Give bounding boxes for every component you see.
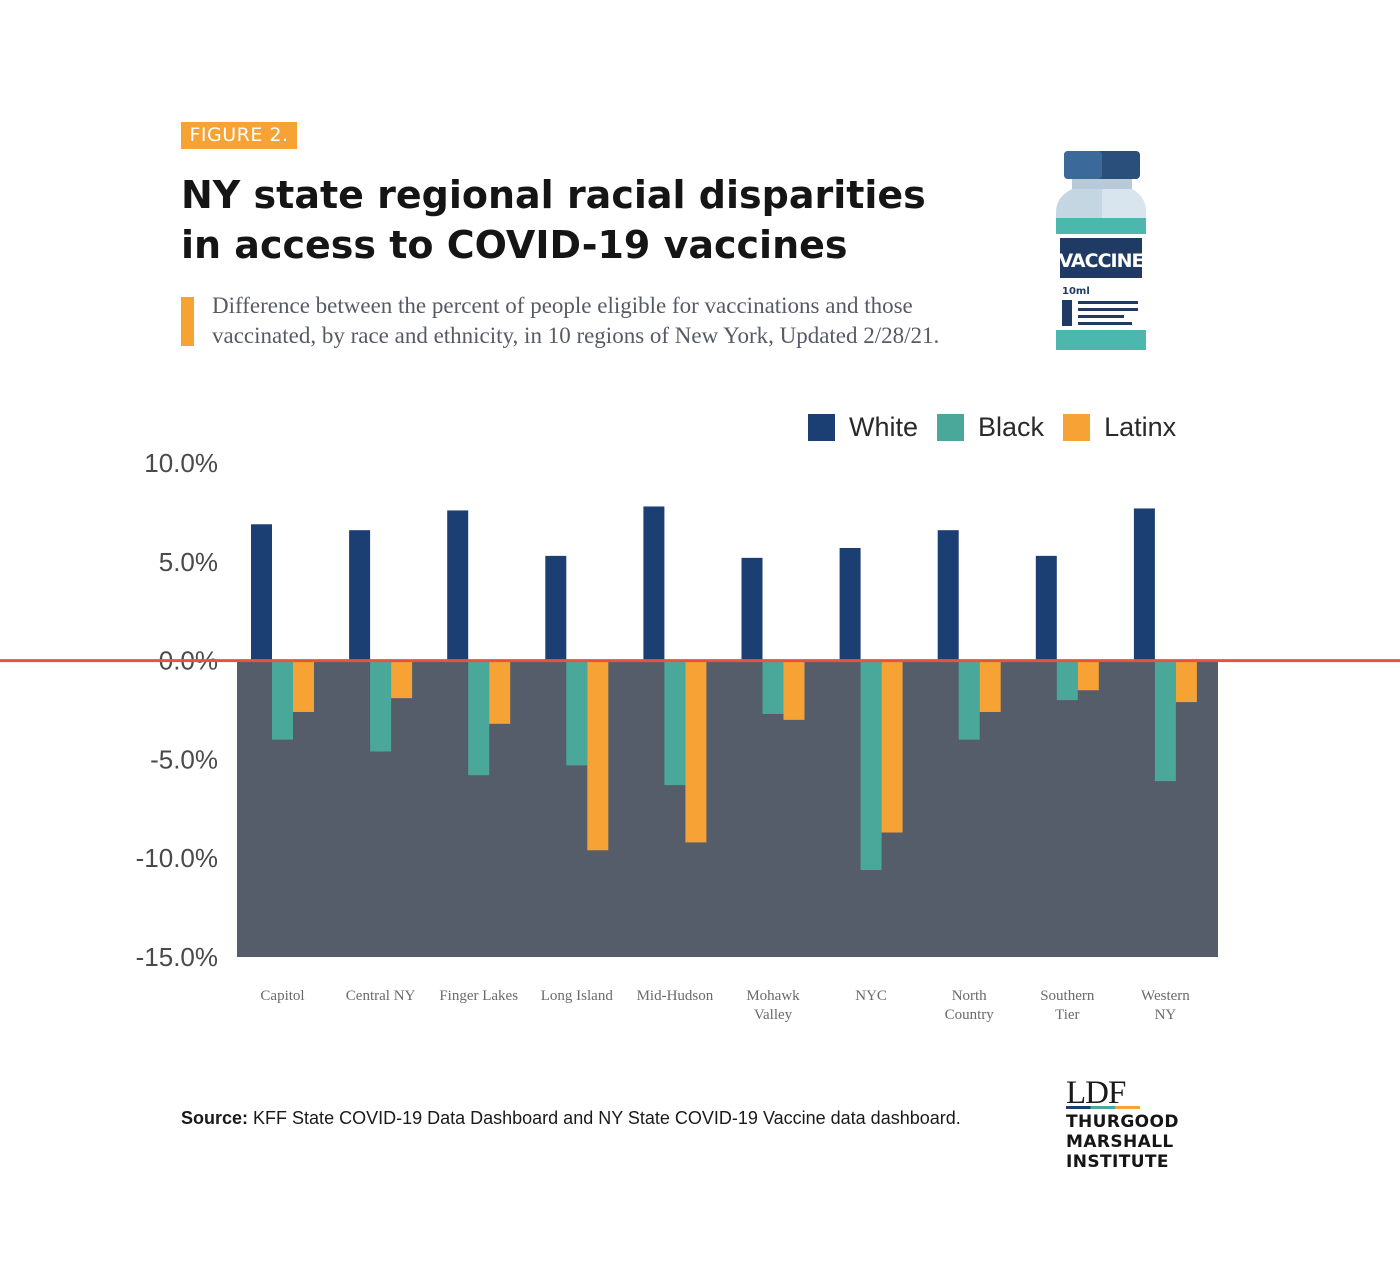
logo-line-3: INSTITUTE xyxy=(1066,1152,1169,1172)
bar-white xyxy=(741,557,763,661)
bar-white xyxy=(447,510,469,661)
source-text: KFF State COVID-19 Data Dashboard and NY… xyxy=(253,1108,961,1128)
logo-color-rule xyxy=(1066,1106,1140,1109)
bar-latinx xyxy=(979,660,1001,712)
bar-latinx xyxy=(1077,660,1099,691)
x-tick-label: Southern Tier xyxy=(1040,988,1095,1023)
logo-mark: LDF xyxy=(1066,1075,1196,1111)
x-tick-label-line: Western xyxy=(1141,988,1190,1004)
source-label: Source: xyxy=(181,1108,249,1128)
legend-label-black: Black xyxy=(978,411,1045,442)
chart-title-line-1: NY state regional racial disparities xyxy=(181,173,926,217)
y-tick-label: -10.0% xyxy=(136,843,218,873)
vial-volume: 10ml xyxy=(1062,286,1090,297)
x-tick-label-line: Tier xyxy=(1055,1007,1079,1023)
x-tick-label-line: Mohawk xyxy=(746,988,800,1004)
bar-latinx xyxy=(881,660,903,833)
legend-item-latinx: Latinx xyxy=(1063,412,1176,443)
x-tick-label: North Country xyxy=(945,988,995,1023)
x-tick-label-line: Mid-Hudson xyxy=(637,988,714,1004)
subtitle-accent-bar xyxy=(181,297,194,346)
bar-white xyxy=(251,524,272,661)
vaccine-vial-icon: VACCINE 10ml xyxy=(1056,151,1146,350)
y-tick-label: -15.0% xyxy=(136,942,218,972)
bar-latinx xyxy=(587,660,609,851)
x-tick-label: Finger Lakes xyxy=(439,988,518,1004)
x-tick-label: Capitol xyxy=(260,988,304,1004)
bar-latinx xyxy=(685,660,707,843)
x-tick-label-line: NY xyxy=(1155,1007,1177,1023)
negative-region-background xyxy=(237,660,1218,957)
x-tick-label: Mid-Hudson xyxy=(637,988,714,1004)
logo-line-2: MARSHALL xyxy=(1066,1132,1174,1152)
y-tick-label: 10.0% xyxy=(144,448,218,478)
bar-black xyxy=(958,660,980,740)
chart-subtitle-line-1: Difference between the percent of people… xyxy=(212,293,913,318)
x-tick-label-line: Valley xyxy=(754,1007,793,1023)
bar-white xyxy=(643,506,665,661)
x-tick-label-line: Finger Lakes xyxy=(439,988,518,1004)
bar-black xyxy=(566,660,588,766)
x-tick-label: Long Island xyxy=(541,988,614,1004)
chart-subtitle-line-2: vaccinated, by race and ethnicity, in 10… xyxy=(212,323,940,348)
x-tick-label: NYC xyxy=(855,988,887,1004)
x-tick-label: Central NY xyxy=(346,988,416,1004)
legend-item-black: Black xyxy=(937,412,1044,443)
x-tick-label: Western NY xyxy=(1141,988,1190,1023)
chart-title: NY state regional racial disparities in … xyxy=(181,170,1001,270)
logo-mark-text: LDF xyxy=(1066,1075,1126,1111)
vial-label: VACCINE xyxy=(1059,250,1144,272)
bar-white xyxy=(349,530,371,661)
bar-latinx xyxy=(783,660,805,720)
x-tick-label: Mohawk Valley xyxy=(746,988,800,1023)
bar-latinx xyxy=(489,660,511,724)
legend-item-white: White xyxy=(808,412,918,443)
bar-white xyxy=(1133,508,1155,661)
x-tick-label-line: North xyxy=(952,988,987,1004)
bar-black xyxy=(1056,660,1078,701)
chart-subtitle: Difference between the percent of people… xyxy=(212,291,1032,351)
x-tick-label-line: Capitol xyxy=(260,988,304,1004)
legend-swatch-black xyxy=(937,413,965,441)
bar-black xyxy=(468,660,490,776)
legend-label-latinx: Latinx xyxy=(1104,411,1177,442)
source-note: Source: KFF State COVID-19 Data Dashboar… xyxy=(181,1108,961,1129)
bar-white xyxy=(937,530,959,661)
bar-black xyxy=(860,660,882,871)
ldf-logo: LDF THURGOOD MARSHALL INSTITUTE xyxy=(1066,1075,1196,1172)
bar-white xyxy=(839,547,861,661)
bar-black xyxy=(664,660,686,786)
bar-latinx xyxy=(293,660,314,712)
y-tick-label: -5.0% xyxy=(150,744,218,774)
bar-black xyxy=(272,660,293,740)
x-tick-label-line: NYC xyxy=(855,988,887,1004)
bar-latinx xyxy=(1175,660,1197,703)
bar-white xyxy=(545,555,567,661)
figure-badge: FIGURE 2. xyxy=(181,122,297,149)
bar-black xyxy=(762,660,784,714)
bar-white xyxy=(1035,555,1057,661)
x-tick-label-line: Long Island xyxy=(541,988,614,1004)
logo-line-1: THURGOOD xyxy=(1066,1112,1179,1132)
bar-black xyxy=(370,660,392,752)
legend-label-white: White xyxy=(849,411,919,442)
legend-swatch-white xyxy=(808,413,835,441)
bar-chart: 10.0%5.0%0.0%-5.0%-10.0%-15.0%Capitol Cen… xyxy=(0,448,1400,1023)
legend-swatch-latinx xyxy=(1063,413,1091,441)
x-tick-label-line: Southern xyxy=(1040,988,1095,1004)
chart-legend: White Black Latinx xyxy=(808,410,1176,444)
x-tick-label-line: Country xyxy=(945,1007,995,1023)
chart-title-line-2: in access to COVID-19 vaccines xyxy=(181,223,848,267)
y-tick-label: 5.0% xyxy=(159,547,218,577)
x-tick-label-line: Central NY xyxy=(346,988,416,1004)
bar-black xyxy=(1154,660,1176,782)
bar-latinx xyxy=(391,660,413,699)
